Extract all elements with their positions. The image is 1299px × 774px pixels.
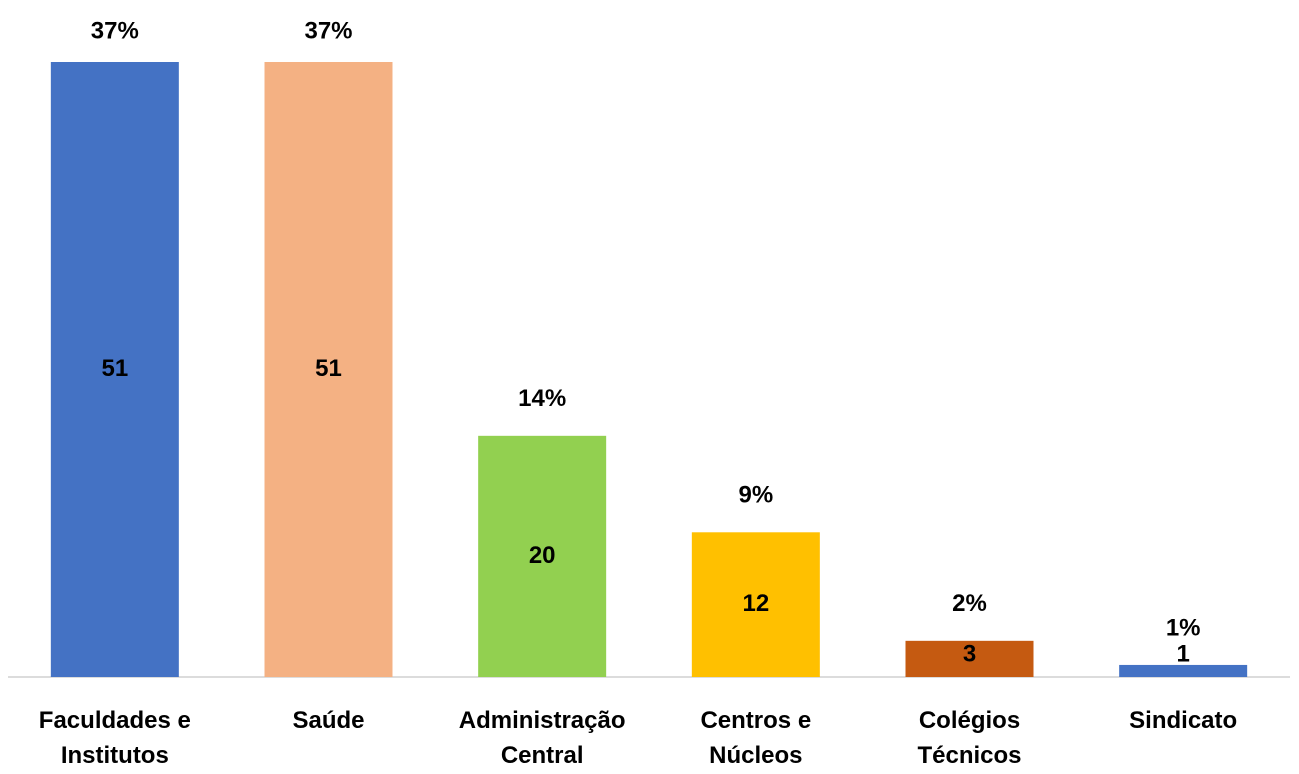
percent-label: 37% <box>91 17 139 44</box>
percent-label: 37% <box>304 17 352 44</box>
bar <box>691 532 820 677</box>
x-tick-label: Sindicato <box>1129 707 1237 734</box>
percent-label: 1% <box>1166 614 1201 641</box>
value-label: 51 <box>101 355 128 382</box>
value-label: 12 <box>742 590 769 617</box>
x-tick-label-line: Sindicato <box>1129 707 1237 734</box>
x-tick-label: Administração Central <box>459 707 626 769</box>
x-tick-label-line: Administração <box>459 707 626 734</box>
x-tick-label-line: Centros e <box>700 707 811 734</box>
x-tick-label-line: Central <box>501 742 584 769</box>
x-tick-label-line: Faculdades e <box>39 707 191 734</box>
value-label: 51 <box>315 355 342 382</box>
percent-label: 9% <box>738 482 773 509</box>
x-tick-label: Centros e Núcleos <box>700 707 811 769</box>
value-label: 3 <box>963 640 976 667</box>
bar <box>478 435 607 677</box>
bar <box>50 62 179 677</box>
x-tick-label-line: Colégios <box>919 707 1020 734</box>
percent-label: 2% <box>952 590 987 617</box>
value-label: 20 <box>529 542 556 569</box>
bar <box>264 62 393 677</box>
x-tick-label-line: Saúde <box>292 707 364 734</box>
x-tick-label: Colégios Técnicos <box>917 707 1021 769</box>
bar <box>1119 664 1248 677</box>
x-tick-label: Faculdades e Institutos <box>39 707 191 769</box>
x-tick-label: Saúde <box>292 707 364 734</box>
percent-label: 14% <box>518 385 566 412</box>
x-tick-label-line: Técnicos <box>917 742 1021 769</box>
x-tick-label-line: Núcleos <box>709 742 802 769</box>
bar <box>905 640 1034 677</box>
value-label: 1 <box>1176 640 1189 667</box>
x-tick-label-line: Institutos <box>61 742 169 769</box>
